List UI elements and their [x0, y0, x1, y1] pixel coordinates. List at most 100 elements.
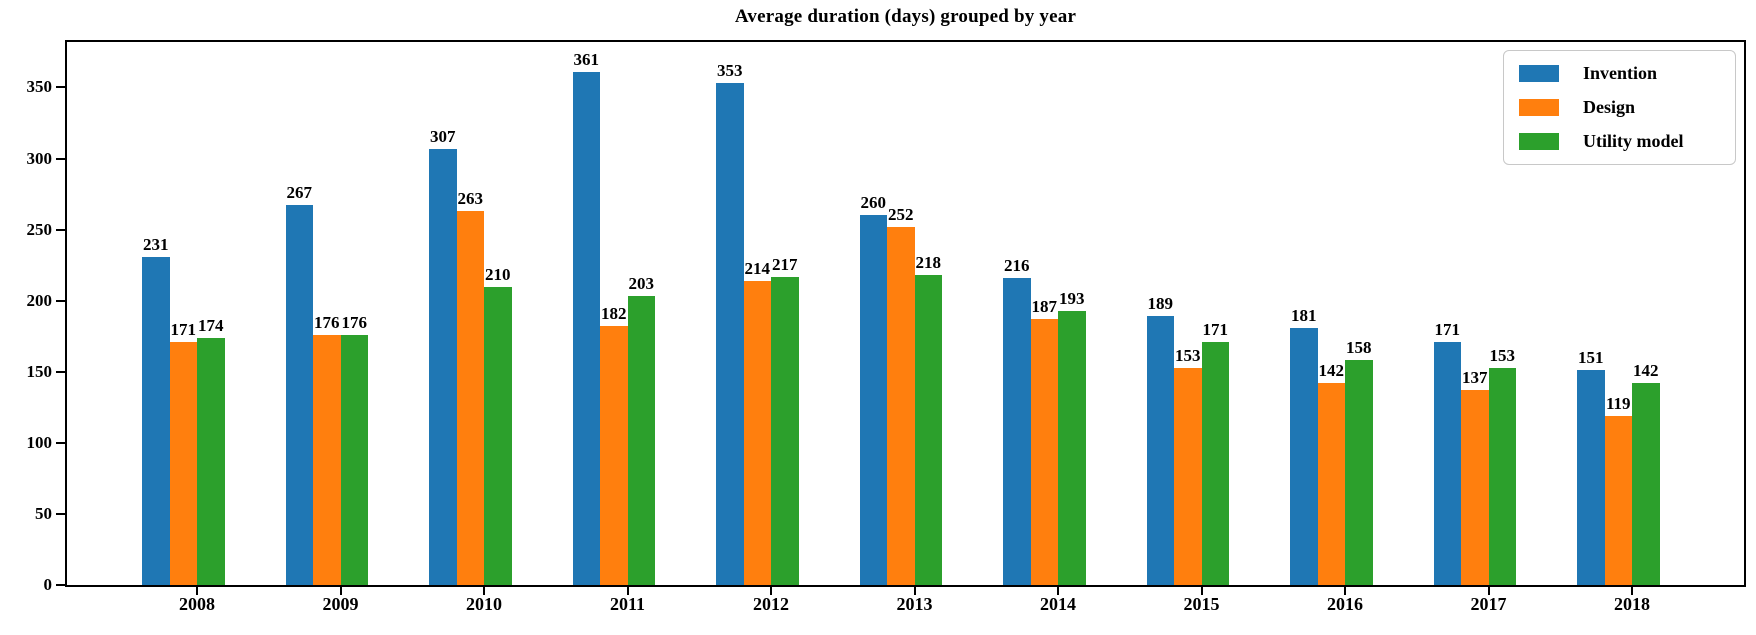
y-tick-label: 0	[43, 575, 53, 594]
chart-title: Average duration (days) grouped by year	[734, 6, 1077, 27]
x-tick-mark	[1200, 587, 1203, 595]
y-tick-mark	[56, 299, 65, 302]
y-tick-mark	[56, 370, 65, 373]
y-tick-mark	[56, 228, 65, 231]
y-tick-mark	[56, 441, 65, 444]
bar-utility-model-2015	[1201, 341, 1229, 585]
x-tick-mark	[1487, 587, 1490, 595]
bar-utility-model-2014	[1058, 310, 1086, 585]
bar-value-label: 361	[573, 49, 600, 69]
x-tick-label-2016: 2016	[1327, 594, 1363, 614]
bar-value-label: 142	[1633, 361, 1659, 381]
bar-invention-2014	[1003, 277, 1031, 585]
bar-invention-2009	[285, 205, 313, 585]
bar-invention-2011	[572, 71, 600, 585]
bar-invention-2010	[429, 148, 457, 585]
bar-value-label: 193	[1059, 288, 1085, 308]
y-tick-mark	[56, 157, 65, 160]
bar-utility-model-2018	[1632, 383, 1660, 585]
bar-invention-2016	[1290, 327, 1318, 585]
bar-invention-2013	[859, 215, 887, 585]
x-tick-label-2018: 2018	[1614, 594, 1650, 614]
bar-invention-2008	[142, 256, 170, 585]
bar-utility-model-2009	[340, 334, 368, 585]
bar-value-label: 216	[1004, 255, 1030, 275]
legend-item-utility-model: Utility model	[1519, 132, 1725, 151]
bar-design-2017	[1461, 390, 1489, 585]
bar-utility-model-2013	[914, 275, 942, 585]
x-tick-label-2009: 2009	[322, 594, 359, 614]
bar-value-label: 158	[1346, 338, 1372, 358]
x-tick-label-2015: 2015	[1183, 594, 1220, 614]
bar-invention-2012	[716, 83, 744, 585]
bar-invention-2018	[1577, 370, 1605, 585]
bar-value-label: 307	[430, 126, 456, 146]
y-tick-label: 200	[26, 290, 53, 310]
bar-utility-model-2010	[484, 286, 512, 585]
bar-value-label: 181	[1291, 305, 1317, 325]
bar-value-label: 217	[772, 254, 798, 274]
plot-area: 231 267 307 361 353 260 216 189 181 171 151 171 176 2…	[65, 40, 1746, 587]
x-tick-label-2010: 2010	[466, 594, 502, 614]
bar-design-2009	[313, 334, 341, 585]
bar-value-label: 171	[1434, 319, 1461, 339]
y-tick-label: 150	[26, 361, 53, 381]
bar-value-label: 353	[717, 61, 743, 81]
x-tick-mark	[1057, 587, 1059, 595]
y-tick-mark	[56, 86, 65, 89]
y-tick-label: 350	[26, 77, 53, 97]
legend: Invention Design Utility model	[1503, 50, 1736, 165]
legend-item-design: Design	[1519, 98, 1725, 117]
y-tick-label: 300	[26, 148, 53, 168]
bar-utility-model-2016	[1345, 360, 1373, 585]
bar-design-2015	[1174, 367, 1202, 585]
bar-invention-2015	[1146, 316, 1174, 585]
bar-value-label: 171	[1202, 319, 1229, 339]
x-tick-mark	[1344, 587, 1346, 595]
x-tick-mark	[1631, 587, 1633, 595]
legend-label-design: Design	[1583, 97, 1636, 117]
bar-value-label: 231	[143, 234, 169, 254]
x-tick-label-2012: 2012	[753, 594, 789, 614]
bar-design-2018	[1604, 415, 1632, 585]
bar-design-2012	[743, 280, 771, 585]
x-tick-label-2017: 2017	[1470, 594, 1507, 614]
legend-label-invention: Invention	[1583, 63, 1658, 83]
bar-value-label: 153	[1489, 345, 1516, 365]
y-tick-label: 50	[35, 503, 52, 523]
bar-design-2014	[1030, 319, 1058, 585]
bar-value-label: 203	[628, 274, 655, 294]
x-tick-mark	[626, 587, 629, 595]
x-tick-mark	[913, 587, 916, 595]
bar-utility-model-2008	[197, 337, 225, 585]
bar-design-2013	[887, 226, 915, 585]
x-tick-mark	[339, 587, 342, 595]
bar-design-2008	[169, 341, 197, 585]
y-tick-mark	[56, 584, 65, 586]
bar-utility-model-2011	[627, 296, 655, 585]
x-tick-label-2013: 2013	[896, 594, 933, 614]
bar-value-label: 176	[341, 312, 368, 332]
bar-design-2010	[456, 211, 484, 585]
bar-utility-model-2017	[1488, 367, 1516, 585]
bar-utility-model-2012	[771, 276, 799, 585]
legend-swatch-invention	[1519, 65, 1559, 82]
bar-value-label: 267	[286, 183, 313, 203]
bar-value-label: 174	[198, 315, 224, 335]
x-tick-label-2011: 2011	[609, 594, 645, 614]
legend-swatch-utility-model	[1519, 133, 1559, 150]
x-tick-label-2014: 2014	[1040, 594, 1076, 614]
bar-design-2011	[600, 326, 628, 585]
legend-item-invention: Invention	[1519, 64, 1725, 83]
bar-value-label: 151	[1578, 348, 1604, 368]
x-tick-mark	[770, 587, 772, 595]
bar-invention-2017	[1433, 341, 1461, 585]
y-tick-label: 100	[26, 432, 53, 452]
bar-value-label: 260	[860, 193, 887, 213]
y-tick-mark	[56, 512, 65, 515]
bar-design-2016	[1317, 383, 1345, 585]
x-tick-label-2008: 2008	[179, 594, 215, 614]
bar-value-label: 189	[1147, 294, 1174, 314]
y-tick-label: 250	[26, 219, 53, 239]
